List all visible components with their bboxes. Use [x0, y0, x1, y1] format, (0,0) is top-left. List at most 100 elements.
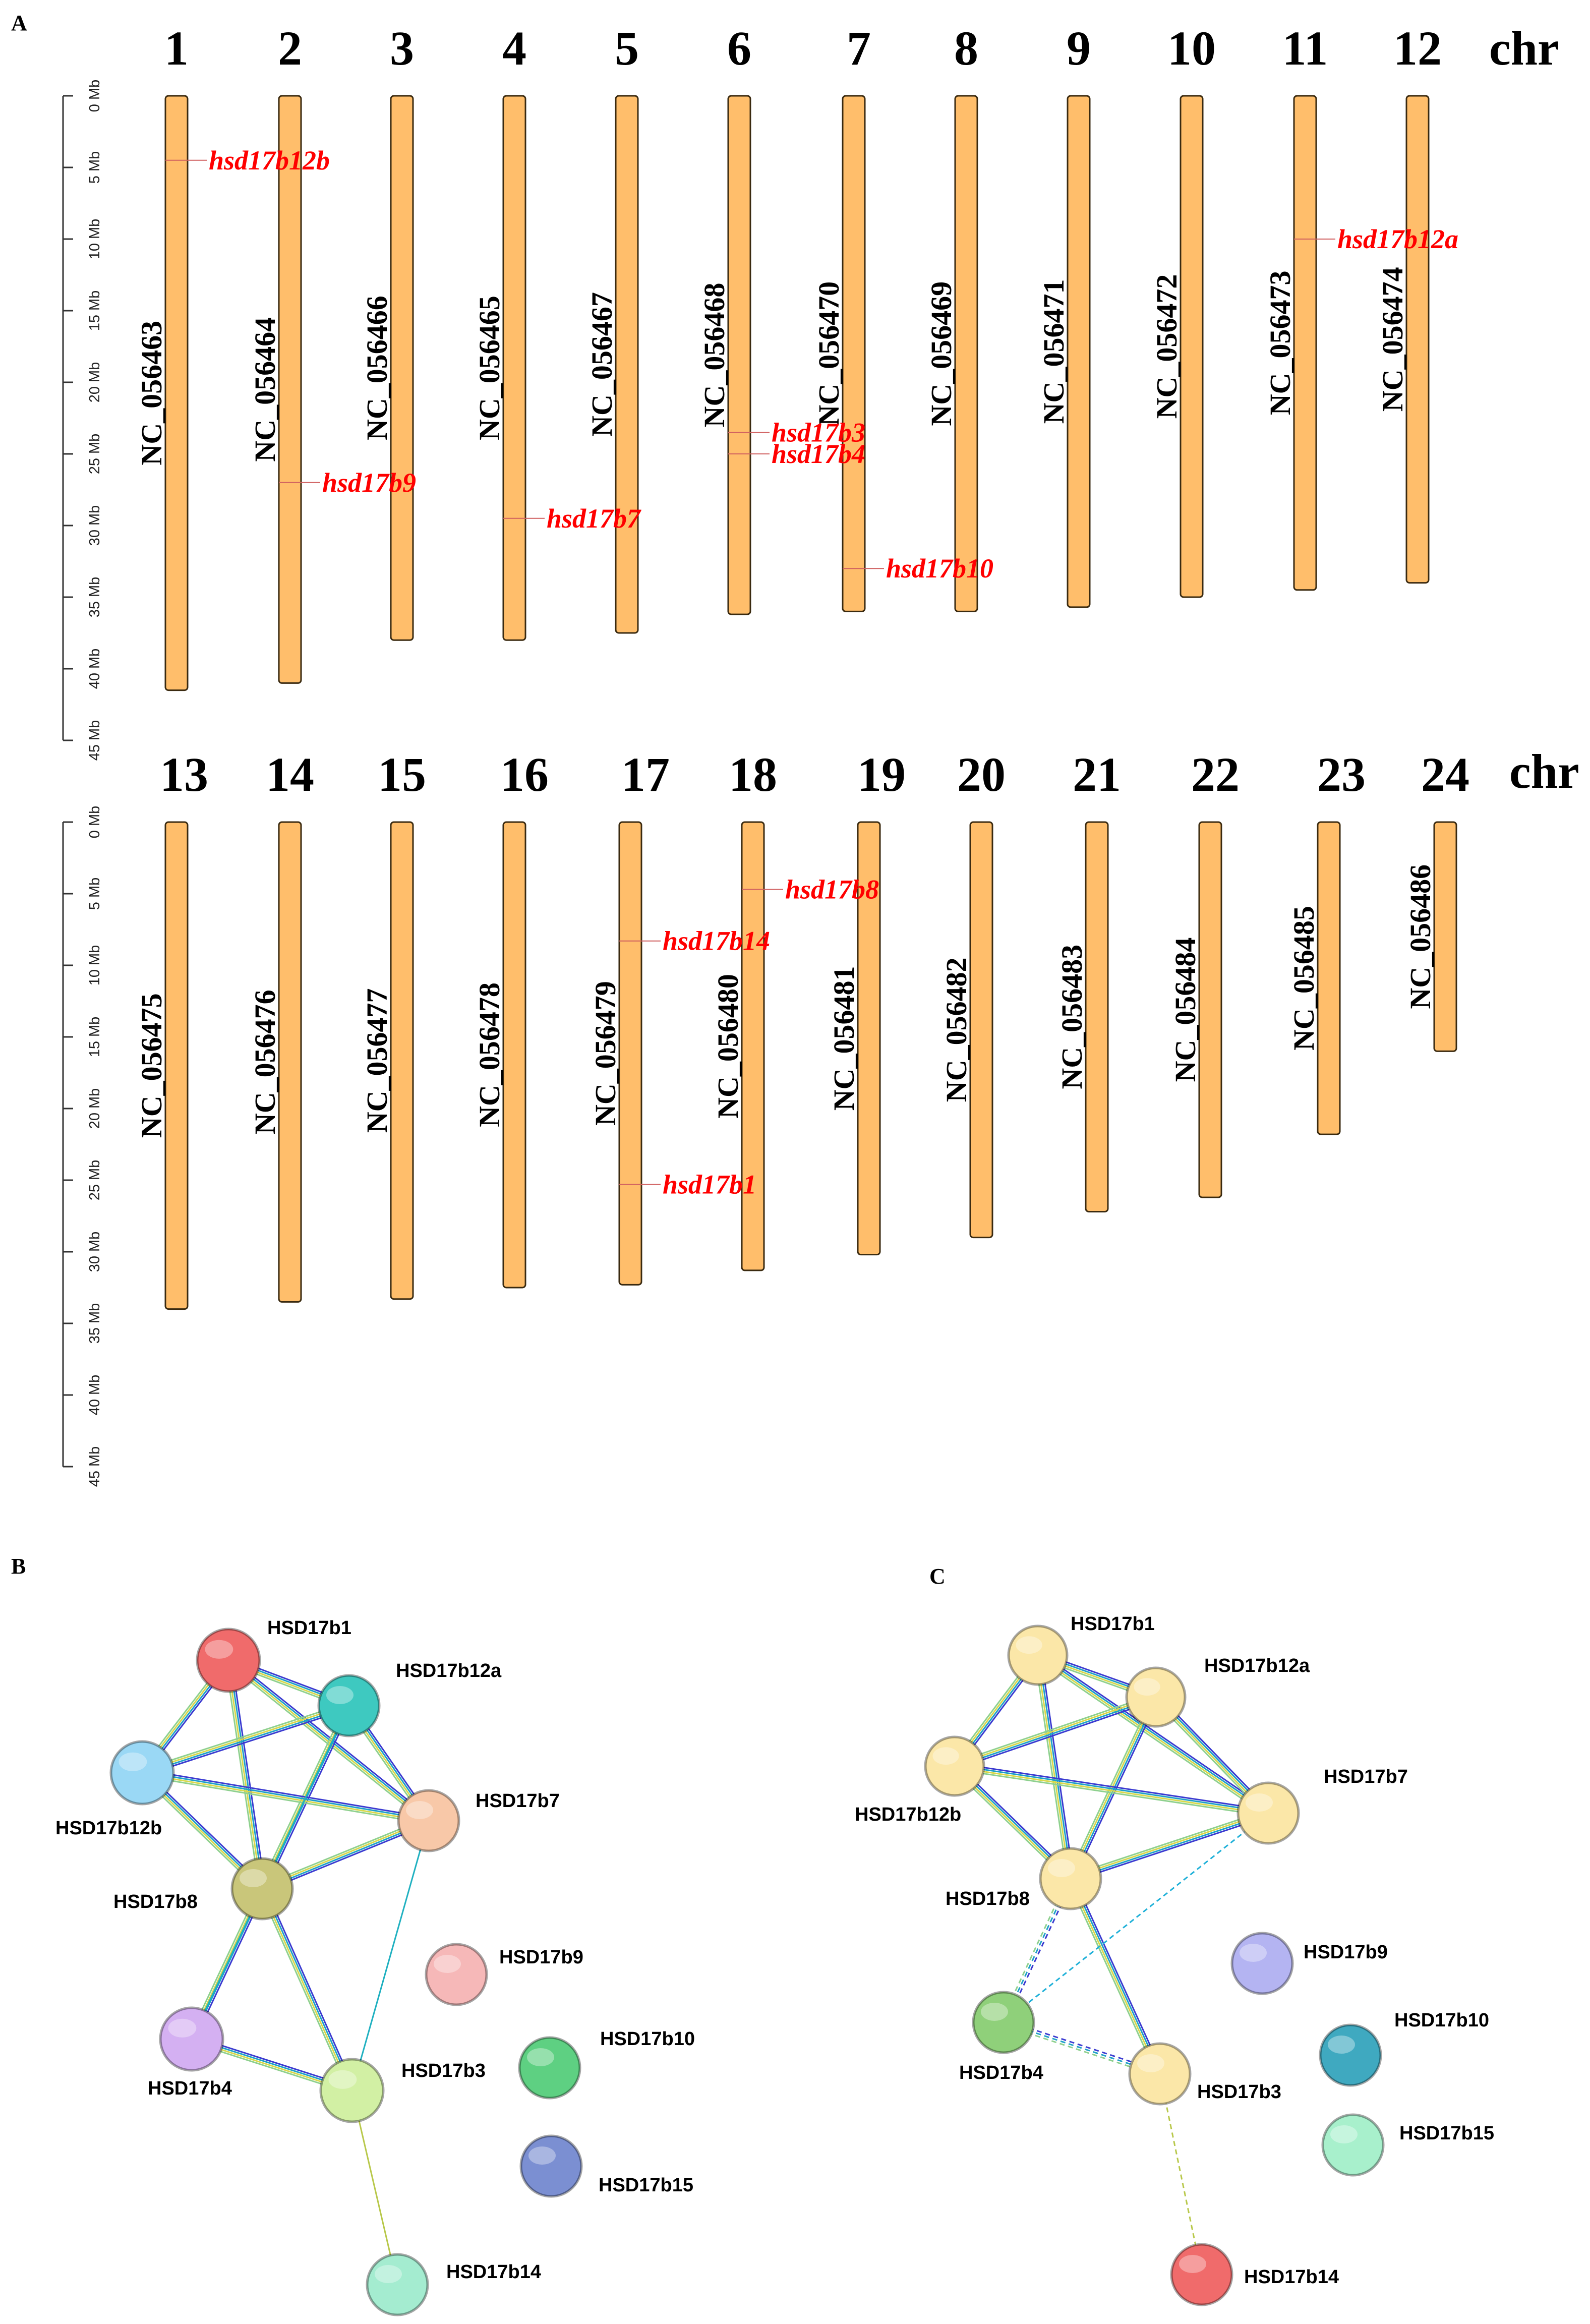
chromosome-bar	[1405, 95, 1430, 584]
chromosome-number: 10	[1167, 21, 1216, 75]
chromosome-number: 14	[266, 747, 314, 801]
scale-tick-label: 20 Mb	[87, 362, 103, 403]
chromosome-19: 19 NC_056481	[828, 747, 906, 1256]
chromosome-12: 12 NC_056474	[1376, 21, 1442, 584]
node-circle	[972, 1991, 1035, 2054]
gene-label: hsd17b14	[663, 926, 770, 956]
chromosome-accession: NC_056479	[589, 981, 622, 1126]
node-circle	[1125, 1666, 1187, 1728]
scale-tick-label: 15 Mb	[87, 290, 103, 331]
chromosome-22: 22 NC_056484	[1169, 747, 1240, 1198]
chromosome-number: 1	[164, 21, 189, 75]
chromosome-accession: NC_056470	[812, 281, 845, 426]
node-circle	[1007, 1624, 1069, 1686]
node-highlight	[528, 2146, 556, 2165]
gene-marker-hsd17b14: hsd17b14	[619, 926, 770, 956]
interaction-edge	[230, 1659, 266, 1889]
chromosome-row-1: 0 Mb 5 Mb 10 Mb 15 Mb 20 Mb 25 Mb 30 Mb 35 Mb 40…	[62, 21, 1559, 761]
interaction-edge	[260, 1889, 352, 2091]
network-node-hsd17b1: HSD17b1	[196, 1617, 351, 1693]
node-circle	[109, 1740, 175, 1806]
scale-tick-label: 20 Mb	[87, 1088, 103, 1129]
gene-marker-hsd17b7: hsd17b7	[503, 503, 641, 534]
chromosome-bar	[969, 821, 993, 1239]
scale-bar-row-1: 0 Mb 5 Mb 10 Mb 15 Mb 20 Mb 25 Mb 30 Mb 35 Mb 40…	[62, 80, 103, 761]
network-node-hsd17b9: HSD17b9	[425, 1943, 583, 2006]
chromosome-1: 1 NC_056463	[135, 21, 189, 691]
interaction-edge	[1038, 1655, 1073, 1879]
chromosome-number: 5	[615, 21, 639, 75]
gene-marker-hsd17b8: hsd17b8	[742, 874, 879, 904]
interaction-edge	[143, 1708, 350, 1777]
chromosome-accession: NC_056485	[1287, 906, 1320, 1051]
node-label: HSD17b4	[959, 2062, 1043, 2083]
node-circle	[1319, 2023, 1382, 2087]
chromosome-accession: NC_056474	[1376, 267, 1409, 412]
node-label: HSD17b10	[1394, 2010, 1489, 2031]
chromosome-bar	[842, 95, 866, 612]
chromosome-3: 3 NC_056466	[361, 21, 414, 641]
node-label: HSD17b8	[946, 1888, 1030, 1909]
chromosome-bar	[1317, 821, 1341, 1135]
interaction-edge	[953, 1693, 1155, 1764]
interaction-edge	[142, 1769, 430, 1819]
interaction-edge	[1037, 1655, 1268, 1815]
interaction-edge	[955, 1764, 1269, 1813]
chromosome-number: 22	[1191, 747, 1240, 801]
network-node-hsd17b10: HSD17b10	[518, 2028, 695, 2100]
chromosome-bar	[857, 821, 881, 1256]
chromosome-number: 17	[621, 747, 670, 801]
chromosome-bar	[1198, 821, 1222, 1198]
node-highlight	[981, 2003, 1008, 2021]
network-node-hsd17b10: HSD17b10	[1319, 2010, 1489, 2087]
scale-tick-label: 10 Mb	[87, 219, 103, 260]
node-circle	[518, 2036, 581, 2100]
network-node-hsd17b3: HSD17b3	[1128, 2042, 1281, 2106]
chromosome-accession: NC_056467	[585, 292, 618, 437]
node-highlight	[168, 2018, 197, 2038]
chromosome-8: 8 NC_056469	[925, 21, 978, 612]
node-highlight	[240, 1869, 267, 1887]
interaction-edge	[142, 1773, 429, 1823]
interaction-edge	[264, 1887, 356, 2090]
node-highlight	[1246, 1793, 1273, 1812]
node-highlight	[1240, 1944, 1267, 1962]
chromosome-accession: NC_056486	[1404, 864, 1437, 1009]
panel-label-a: A	[11, 11, 27, 35]
panel-label-b: B	[11, 1554, 26, 1579]
panel-label-c: C	[929, 1564, 946, 1589]
interaction-edge	[1035, 1657, 1267, 1817]
network-node-hsd17b1: HSD17b1	[1007, 1613, 1155, 1686]
chromosome-accession: NC_056478	[473, 982, 506, 1127]
node-highlight	[205, 1640, 233, 1659]
node-label: HSD17b3	[401, 2060, 486, 2081]
chromosome-accession: NC_056484	[1169, 938, 1202, 1082]
interaction-edge	[1034, 1655, 1069, 1880]
node-label: HSD17b10	[600, 2028, 695, 2050]
interaction-edge	[1070, 1811, 1268, 1879]
chromosome-accession: NC_056472	[1150, 274, 1183, 419]
gene-label: hsd17b9	[322, 468, 416, 498]
node-highlight	[1134, 1678, 1160, 1696]
chromosome-number: 15	[378, 747, 426, 801]
network-node-hsd17b12a: HSD17b12a	[1125, 1655, 1310, 1728]
chromosome-accession: NC_056482	[940, 957, 973, 1102]
interaction-edge	[141, 1704, 349, 1773]
scale-tick-label: 5 Mb	[87, 151, 103, 184]
chromosome-bar	[1067, 95, 1091, 608]
chromosome-number: 2	[278, 21, 302, 75]
node-highlight	[1179, 2255, 1206, 2273]
interaction-edge	[227, 1660, 429, 1822]
node-circle	[159, 2006, 224, 2072]
chromosome-number: 7	[847, 21, 871, 75]
interaction-edge	[1036, 1655, 1071, 1879]
node-highlight	[1328, 2036, 1355, 2054]
interaction-edge	[1071, 1815, 1270, 1883]
chromosome-accession: NC_056469	[925, 281, 958, 426]
interaction-edge	[1039, 1652, 1271, 1812]
node-circle	[397, 1789, 460, 1852]
gene-label: hsd17b12b	[209, 145, 330, 176]
node-circle	[1170, 2243, 1233, 2306]
chromosome-bar	[390, 821, 414, 1300]
network-node-hsd17b8: HSD17b8	[113, 1857, 294, 1921]
